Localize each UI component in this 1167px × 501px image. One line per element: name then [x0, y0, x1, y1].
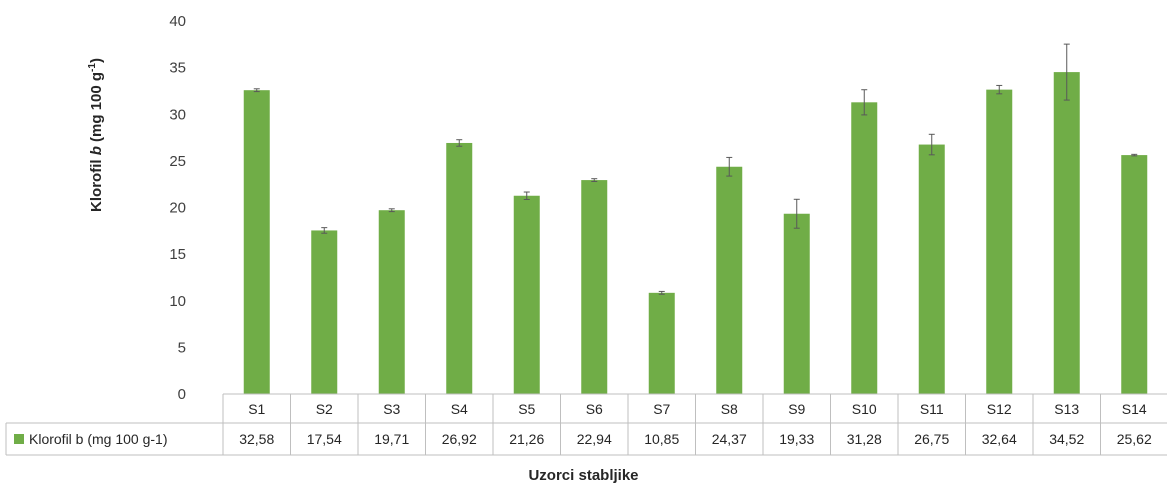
bar [648, 292, 675, 394]
x-tick-label: S8 [721, 401, 738, 417]
y-tick-label: 5 [178, 339, 186, 356]
x-tick-label: S13 [1054, 401, 1079, 417]
x-tick-label: S9 [788, 401, 805, 417]
data-label: 25,62 [1117, 431, 1152, 447]
bar [446, 142, 473, 394]
bars [243, 72, 1148, 395]
data-label: 32,64 [982, 431, 1017, 447]
data-label: 26,92 [442, 431, 477, 447]
bar [851, 102, 878, 395]
x-axis-title: Uzorci stabljike [528, 467, 639, 484]
y-tick-label: 35 [169, 60, 186, 77]
y-axis: 0 5 10 15 20 25 30 35 40 [169, 13, 186, 403]
data-label: 31,28 [847, 431, 882, 447]
y-tick-label: 25 [169, 153, 186, 170]
x-tick-label: S12 [987, 401, 1012, 417]
x-tick-label: S1 [248, 401, 265, 417]
y-axis-title: Klorofil b (mg 100 g-1) [87, 58, 105, 212]
y-tick-label: 0 [178, 386, 186, 403]
y-tick-label: 30 [169, 106, 186, 123]
y-tick-label: 20 [169, 200, 186, 217]
data-label: 21,26 [509, 431, 544, 447]
bar [243, 90, 270, 394]
data-label: 24,37 [712, 431, 747, 447]
data-label: 19,33 [779, 431, 814, 447]
bar [1053, 72, 1080, 394]
bar [986, 89, 1013, 394]
bar [716, 166, 743, 394]
bar [783, 213, 810, 394]
bar [1121, 155, 1148, 394]
x-tick-label: S5 [518, 401, 535, 417]
y-tick-label: 10 [169, 293, 186, 310]
y-tick-label: 15 [169, 246, 186, 263]
x-tick-label: S14 [1122, 401, 1147, 417]
data-label: 32,58 [239, 431, 274, 447]
data-label: 34,52 [1049, 431, 1084, 447]
x-tick-label: S7 [653, 401, 670, 417]
bar [513, 195, 540, 394]
legend-label: Klorofil b (mg 100 g-1) [29, 431, 168, 447]
y-tick-label: 40 [169, 13, 186, 30]
x-tick-label: S10 [852, 401, 877, 417]
data-label: 22,94 [577, 431, 612, 447]
error-bars [253, 43, 1138, 295]
data-label: 19,71 [374, 431, 409, 447]
bar [378, 210, 405, 394]
x-tick-label: S3 [383, 401, 400, 417]
x-tick-label: S11 [920, 401, 944, 417]
data-table: S1 S2 S3 S4 S5 S6 S7 S8 S9 S10 S11 S12 S13 S14 Klorofi… [5, 393, 1167, 456]
x-tick-label: S2 [316, 401, 333, 417]
x-tick-label: S6 [586, 401, 603, 417]
data-label: 17,54 [307, 431, 342, 447]
bar [918, 144, 945, 394]
x-tick-label: S4 [451, 401, 468, 417]
data-label: 26,75 [914, 431, 949, 447]
bar [311, 230, 338, 394]
bar [581, 180, 608, 394]
data-label: 10,85 [644, 431, 679, 447]
legend-key [14, 434, 24, 444]
